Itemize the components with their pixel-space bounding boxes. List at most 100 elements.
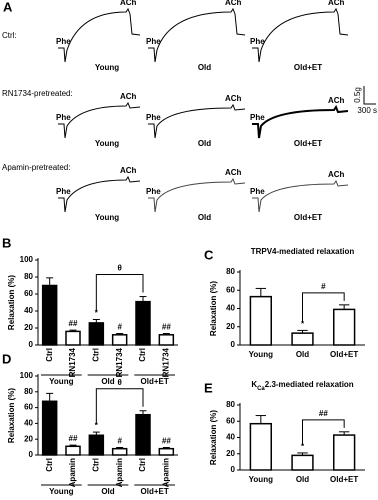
group-label: Old+ET: [141, 487, 169, 496]
bar: [158, 447, 175, 456]
y-tick-label: 40: [24, 419, 33, 428]
title-part: K: [251, 380, 257, 389]
y-tick-label: 20: [24, 323, 33, 332]
significance-label: ##: [162, 437, 171, 446]
y-axis-label: Relaxation (%): [7, 388, 16, 443]
significance-label: *: [95, 309, 99, 318]
bracket-label: θ: [118, 378, 122, 387]
significance-label: #: [117, 437, 122, 446]
group-label: Old: [101, 487, 114, 496]
x-tick-label: RN1734: [115, 347, 124, 377]
x-tick-label: Ctrl: [45, 348, 54, 362]
bar: [158, 334, 175, 346]
row-label: RN1734-pretreated:: [2, 89, 73, 98]
bracket-label: θ: [118, 264, 122, 273]
significance-label: ##: [162, 323, 171, 332]
x-tick-label: Old+ET: [330, 475, 358, 484]
y-tick-label: 80: [24, 272, 33, 281]
stimulus-label: ACh: [120, 0, 137, 7]
scale-y-label: 0.5g: [353, 87, 362, 103]
x-tick-label: Ctrl: [138, 348, 147, 362]
trace: [58, 175, 141, 213]
stimulus-label: Phe: [56, 187, 71, 196]
group-label: Young: [95, 213, 119, 222]
significance-label: ##: [69, 434, 78, 443]
group-label: Young: [49, 487, 73, 496]
significance-label: *: [301, 320, 305, 329]
stimulus-label: Phe: [146, 187, 161, 196]
y-tick-label: 20: [24, 434, 33, 443]
y-tick-label: 80: [226, 267, 235, 276]
y-tick-label: 60: [24, 403, 33, 412]
y-tick-label: 60: [226, 285, 235, 294]
bracket: [302, 419, 345, 445]
group-label: Young: [95, 139, 119, 148]
bracket-label: ##: [319, 409, 328, 418]
y-tick-label: 40: [226, 433, 235, 442]
y-axis-label: Relaxation (%): [7, 275, 16, 330]
bar: [41, 400, 58, 456]
group-label: Old+ET: [294, 63, 322, 72]
y-axis-label: Relaxation (%): [209, 281, 218, 336]
panel-label: E: [204, 380, 213, 395]
y-tick-label: 80: [226, 400, 235, 409]
bar: [41, 284, 58, 346]
y-tick-label: 100: [20, 255, 34, 264]
trace: [252, 104, 349, 139]
title-part: 2.3-mediated relaxation: [265, 380, 354, 389]
bar: [249, 295, 273, 346]
group-label: Old+ET: [294, 139, 322, 148]
trace: [58, 7, 141, 63]
stimulus-label: ACh: [120, 166, 137, 175]
significance-label: *: [95, 421, 99, 430]
group-label: Old: [198, 139, 211, 148]
panel-label: B: [2, 235, 11, 250]
bar: [135, 413, 151, 456]
bar: [249, 422, 273, 471]
bracket: [95, 388, 144, 425]
x-tick-label: Old+ET: [330, 350, 358, 359]
y-tick-label: 0: [29, 450, 34, 459]
significance-label: #: [117, 323, 122, 332]
y-tick-label: 60: [24, 289, 33, 298]
row-label: Ctrl:: [2, 31, 17, 40]
group-label: Young: [49, 377, 73, 386]
x-tick-label: Old: [296, 350, 309, 359]
bar: [291, 332, 314, 346]
stimulus-label: ACh: [225, 168, 242, 177]
bar: [111, 447, 128, 456]
stimulus-label: ACh: [328, 0, 345, 7]
scale-bar: [363, 86, 376, 105]
trace: [58, 101, 141, 139]
group-label: Old: [198, 213, 211, 222]
x-tick-label: Ctrl: [91, 348, 100, 362]
panel-label: D: [2, 351, 11, 366]
y-tick-label: 40: [226, 304, 235, 313]
bracket: [95, 274, 144, 312]
x-tick-label: Young: [249, 350, 273, 359]
bar: [88, 322, 105, 346]
group-label: Old: [101, 377, 114, 386]
stimulus-label: ACh: [120, 92, 137, 101]
bar: [65, 330, 81, 346]
y-tick-label: 20: [226, 449, 235, 458]
scale-x-label: 300 s: [357, 106, 377, 115]
x-tick-label: Apamin: [115, 458, 124, 487]
trace: [148, 103, 246, 139]
x-tick-label: Apamin: [68, 458, 77, 487]
bracket: [302, 292, 345, 323]
bracket-label: #: [321, 282, 326, 291]
stimulus-label: Phe: [146, 37, 161, 46]
y-tick-label: 80: [24, 387, 33, 396]
stimulus-label: ACh: [225, 0, 242, 7]
x-tick-label: Apamin: [161, 458, 170, 487]
panel-label: C: [204, 247, 214, 262]
y-axis-label: Relaxation (%): [209, 410, 218, 465]
trace: [148, 7, 246, 63]
group-label: Old+ET: [294, 213, 322, 222]
x-tick-label: Ctrl: [45, 458, 54, 472]
bar: [135, 300, 151, 346]
bar: [333, 308, 356, 346]
x-tick-label: RN1734: [161, 347, 170, 377]
